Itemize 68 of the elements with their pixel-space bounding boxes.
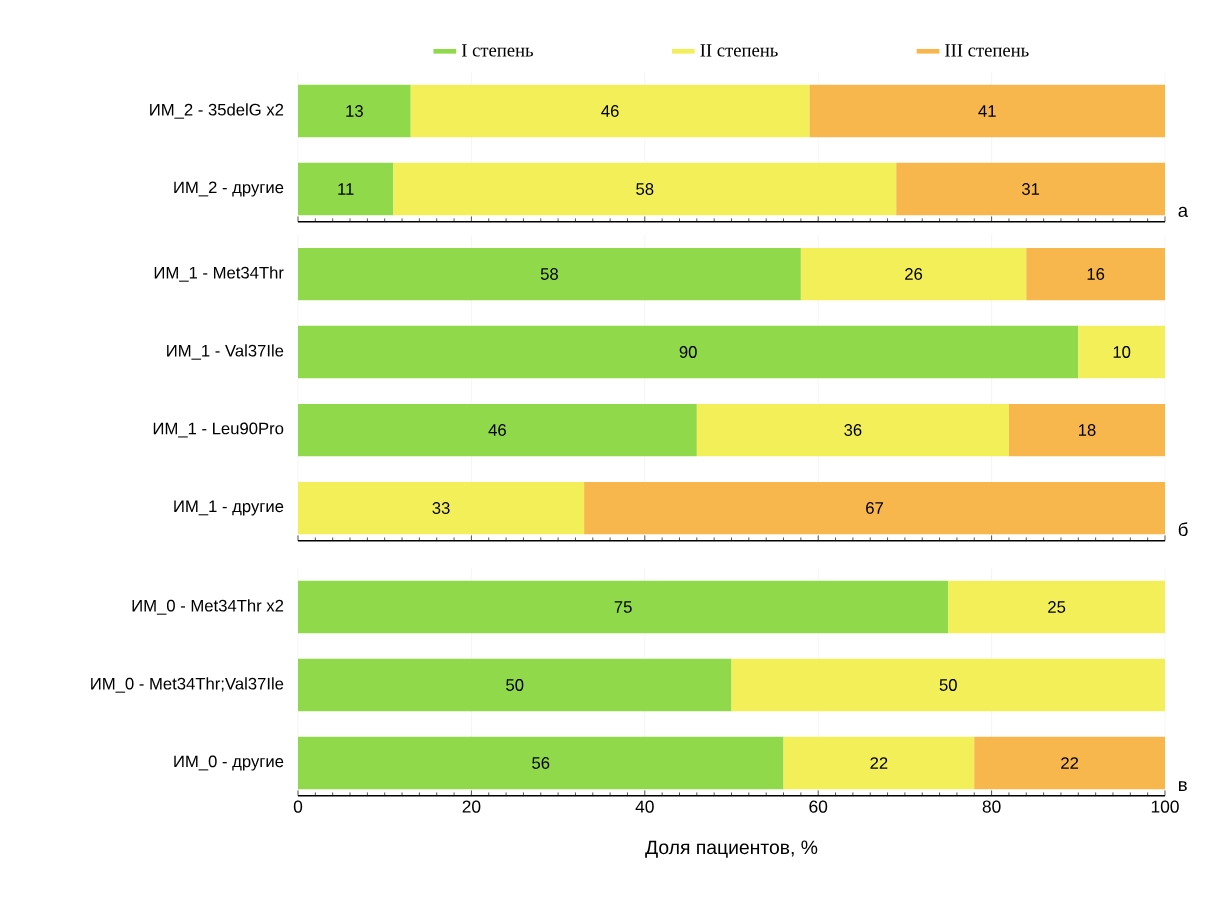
bar xyxy=(896,162,1165,216)
bar xyxy=(1026,247,1165,301)
bar xyxy=(1008,403,1165,457)
data-label: 58 xyxy=(540,268,558,280)
y-tick-label: ИМ_1 - другие xyxy=(174,500,284,516)
x-tick-label: 20 xyxy=(462,800,481,813)
legend-label: II степень xyxy=(700,44,778,57)
y-tick-label: ИМ_0 - Met34Thr;Val37Ile xyxy=(91,677,284,693)
data-label: 26 xyxy=(905,268,923,280)
data-label: 41 xyxy=(978,105,996,117)
data-label: 22 xyxy=(1061,757,1079,769)
bar xyxy=(974,736,1165,790)
bar xyxy=(298,658,732,712)
x-tick-label: 100 xyxy=(1151,800,1179,813)
y-tick-label: ИМ_1 - Met34Thr xyxy=(154,266,284,282)
bar xyxy=(731,658,1165,712)
y-tick-label: ИМ_2 - 35delG x2 xyxy=(150,103,284,119)
data-label: 67 xyxy=(866,502,883,514)
bar xyxy=(298,736,784,790)
data-label: 75 xyxy=(614,601,632,613)
data-label: 31 xyxy=(1021,183,1040,195)
bar xyxy=(410,84,810,138)
data-label: 46 xyxy=(488,424,506,436)
bar xyxy=(696,403,1009,457)
y-tick-label: ИМ_2 - другие xyxy=(174,181,284,197)
data-label: 36 xyxy=(844,424,862,436)
x-tick-label: 40 xyxy=(635,800,654,813)
x-axis-title: Доля пациентов, % xyxy=(645,840,818,858)
bar xyxy=(800,247,1027,301)
x-tick-label: 80 xyxy=(982,800,1001,813)
bar xyxy=(584,481,1165,535)
data-label: 10 xyxy=(1113,346,1131,358)
data-label: 58 xyxy=(636,183,654,195)
bar xyxy=(298,247,801,301)
data-label: 90 xyxy=(679,346,697,358)
text: а xyxy=(1178,206,1189,218)
bar xyxy=(298,580,949,634)
bar xyxy=(298,84,411,138)
data-label: 50 xyxy=(939,679,957,691)
bar xyxy=(948,580,1165,634)
x-tick-label: 60 xyxy=(809,800,828,813)
data-label: 18 xyxy=(1078,424,1096,436)
bar xyxy=(393,162,897,216)
data-label: 33 xyxy=(432,502,450,514)
data-label: 46 xyxy=(601,105,619,117)
bar xyxy=(298,403,697,457)
y-tick-label: ИМ_0 - другие xyxy=(174,755,284,771)
bar xyxy=(1078,325,1165,379)
data-label: 16 xyxy=(1087,268,1105,280)
text: б xyxy=(1178,522,1188,537)
bar xyxy=(783,736,975,790)
bar xyxy=(809,84,1165,138)
data-label: 13 xyxy=(346,105,363,117)
x-tick-label: 0 xyxy=(293,800,303,813)
bar xyxy=(298,325,1079,379)
bar xyxy=(298,162,394,216)
y-tick-label: ИМ_0 - Met34Thr x2 xyxy=(132,599,284,615)
legend-label: I степень xyxy=(461,44,534,57)
data-label: 56 xyxy=(532,757,550,769)
data-label: 25 xyxy=(1048,601,1066,613)
bar xyxy=(298,481,585,535)
y-tick-label: ИМ_1 - Leu90Pro xyxy=(153,422,284,438)
text: в xyxy=(1179,781,1187,792)
data-label: 50 xyxy=(506,679,524,691)
legend-label: III степень xyxy=(945,44,1029,57)
data-label: 22 xyxy=(870,757,888,769)
y-tick-label: ИМ_1 - Val37Ile xyxy=(167,344,284,360)
data-label: 11 xyxy=(338,183,354,195)
